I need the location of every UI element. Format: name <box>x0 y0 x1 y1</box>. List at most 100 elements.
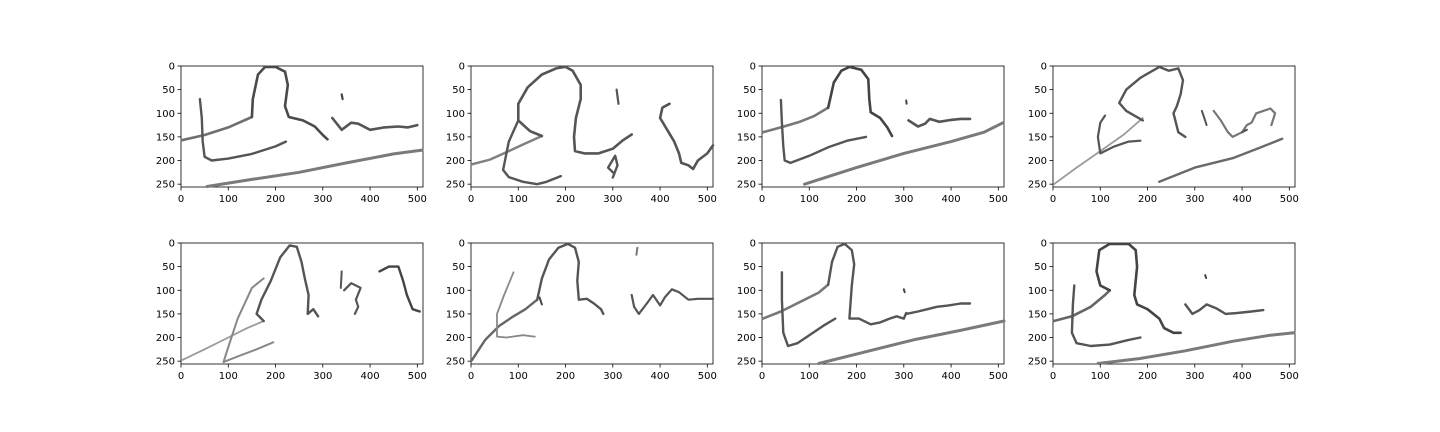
y-tick-label: 0 <box>169 239 175 250</box>
x-tick-label: 200 <box>1138 371 1157 382</box>
x-tick-label: 500 <box>698 371 717 382</box>
y-tick-label: 0 <box>750 239 756 250</box>
y-tick-label: 200 <box>156 333 175 344</box>
y-tick-label: 100 <box>446 286 465 297</box>
x-tick-label: 200 <box>1138 194 1157 205</box>
y-tick-label: 50 <box>743 262 756 273</box>
x-tick-label: 100 <box>1091 371 1110 382</box>
y-tick-label: 50 <box>162 85 175 96</box>
x-tick-label: 300 <box>1185 194 1204 205</box>
x-tick-label: 200 <box>556 371 575 382</box>
axes-frame <box>1052 65 1296 188</box>
x-tick-label: 0 <box>468 371 474 382</box>
ink-stroke <box>501 119 562 186</box>
x-tick-label: 0 <box>759 371 765 382</box>
x-tick-label: 100 <box>509 371 528 382</box>
x-tick-label: 0 <box>178 194 184 205</box>
ink-stroke <box>496 271 536 339</box>
y-tick-label: 200 <box>156 156 175 167</box>
x-tick-label: 500 <box>408 371 427 382</box>
ink-stroke <box>826 65 894 138</box>
ink-stroke <box>181 320 265 362</box>
x-tick-label: 100 <box>800 371 819 382</box>
ink-stroke <box>255 244 320 323</box>
signature-strokes <box>1053 65 1284 186</box>
ink-stroke <box>1204 274 1208 279</box>
subplot-3: 0 100 200 300 400 500 0 50 100 150 200 250 <box>737 62 1008 206</box>
ink-stroke <box>1200 109 1208 127</box>
x-tick-label: 400 <box>1233 194 1252 205</box>
y-tick-label: 200 <box>446 156 465 167</box>
ink-stroke <box>1212 107 1277 138</box>
subplot-7: 0 100 200 300 400 500 0 50 100 150 200 250 <box>737 239 1008 383</box>
x-tick-label: 500 <box>408 194 427 205</box>
ink-stroke <box>761 283 830 320</box>
y-tick-label: 50 <box>1034 262 1047 273</box>
y-tick-label: 100 <box>156 286 175 297</box>
signature-strokes <box>1052 242 1296 365</box>
subplot-1: 0 100 200 300 400 500 0 50 100 150 200 250 <box>156 62 427 206</box>
x-tick-label: 100 <box>800 194 819 205</box>
signature-strokes <box>180 65 424 188</box>
y-tick-label: 100 <box>737 286 756 297</box>
y-tick-label: 0 <box>459 62 465 73</box>
y-tick-label: 150 <box>1028 132 1047 143</box>
x-tick-label: 0 <box>1050 371 1056 382</box>
y-tick-label: 150 <box>1028 309 1047 320</box>
y-tick-label: 250 <box>1028 357 1047 368</box>
x-tick-label: 200 <box>266 194 285 205</box>
ink-stroke <box>222 277 275 364</box>
y-tick-label: 250 <box>1028 180 1047 191</box>
x-tick-label: 300 <box>313 194 332 205</box>
y-tick-label: 150 <box>446 132 465 143</box>
ink-stroke <box>339 270 343 289</box>
y-tick-label: 150 <box>446 309 465 320</box>
y-tick-label: 100 <box>737 109 756 120</box>
x-tick-label: 300 <box>313 371 332 382</box>
subplot-4: 0 100 200 300 400 500 0 50 100 150 200 250 <box>1028 62 1299 206</box>
ink-stroke <box>1070 284 1142 348</box>
x-tick-label: 100 <box>1091 194 1110 205</box>
x-tick-label: 100 <box>219 371 238 382</box>
ink-stroke <box>779 98 868 165</box>
ink-stroke <box>907 117 972 128</box>
subplot-8: 0 100 200 300 400 500 0 50 100 150 200 250 <box>1028 239 1299 383</box>
x-tick-label: 300 <box>894 371 913 382</box>
x-tick-label: 200 <box>847 371 866 382</box>
ink-stroke <box>630 288 715 315</box>
ink-stroke <box>817 319 1006 365</box>
ink-stroke <box>1095 242 1182 335</box>
ink-stroke <box>536 242 605 316</box>
ink-stroke <box>902 288 906 294</box>
y-tick-label: 0 <box>169 62 175 73</box>
ink-stroke <box>1241 128 1248 134</box>
y-tick-label: 50 <box>743 85 756 96</box>
y-tick-label: 100 <box>1028 286 1047 297</box>
axes-frame <box>470 65 714 188</box>
signature-strokes <box>470 242 715 362</box>
x-tick-label: 400 <box>361 371 380 382</box>
y-tick-label: 200 <box>1028 156 1047 167</box>
y-tick-label: 50 <box>162 262 175 273</box>
y-tick-label: 0 <box>459 239 465 250</box>
x-tick-label: 100 <box>219 194 238 205</box>
ink-stroke <box>827 242 908 326</box>
ink-stroke <box>635 246 639 256</box>
x-tick-label: 300 <box>603 194 622 205</box>
ink-stroke <box>331 116 419 132</box>
x-tick-label: 500 <box>1280 194 1299 205</box>
x-tick-label: 300 <box>603 371 622 382</box>
y-tick-label: 0 <box>1041 62 1047 73</box>
ink-stroke <box>1184 303 1265 316</box>
y-tick-label: 150 <box>737 309 756 320</box>
x-tick-label: 400 <box>651 194 670 205</box>
y-tick-label: 250 <box>737 357 756 368</box>
y-tick-label: 100 <box>1028 109 1047 120</box>
y-tick-label: 250 <box>446 357 465 368</box>
x-tick-label: 0 <box>1050 194 1056 205</box>
ink-stroke <box>343 282 362 315</box>
x-tick-label: 200 <box>556 194 575 205</box>
ink-stroke <box>198 97 288 162</box>
x-tick-label: 0 <box>178 371 184 382</box>
